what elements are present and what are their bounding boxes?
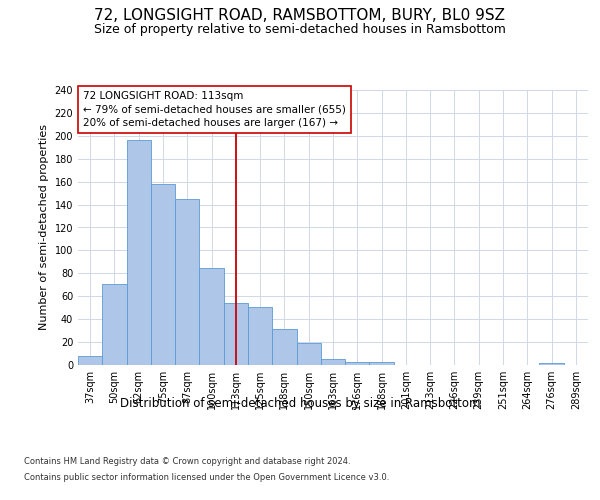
- Bar: [321, 360, 345, 365]
- Bar: [272, 330, 296, 365]
- Bar: [345, 362, 370, 365]
- Bar: [199, 268, 224, 365]
- Bar: [78, 356, 102, 365]
- Bar: [370, 362, 394, 365]
- Bar: [127, 140, 151, 365]
- Y-axis label: Number of semi-detached properties: Number of semi-detached properties: [39, 124, 49, 330]
- Bar: [539, 362, 564, 365]
- Text: Distribution of semi-detached houses by size in Ramsbottom: Distribution of semi-detached houses by …: [120, 398, 480, 410]
- Bar: [175, 199, 199, 365]
- Text: Contains HM Land Registry data © Crown copyright and database right 2024.: Contains HM Land Registry data © Crown c…: [24, 458, 350, 466]
- Bar: [102, 284, 127, 365]
- Text: Contains public sector information licensed under the Open Government Licence v3: Contains public sector information licen…: [24, 472, 389, 482]
- Text: 72, LONGSIGHT ROAD, RAMSBOTTOM, BURY, BL0 9SZ: 72, LONGSIGHT ROAD, RAMSBOTTOM, BURY, BL…: [95, 8, 505, 22]
- Bar: [248, 306, 272, 365]
- Text: Size of property relative to semi-detached houses in Ramsbottom: Size of property relative to semi-detach…: [94, 22, 506, 36]
- Bar: [151, 184, 175, 365]
- Text: 72 LONGSIGHT ROAD: 113sqm
← 79% of semi-detached houses are smaller (655)
20% of: 72 LONGSIGHT ROAD: 113sqm ← 79% of semi-…: [83, 92, 346, 128]
- Bar: [224, 303, 248, 365]
- Bar: [296, 343, 321, 365]
